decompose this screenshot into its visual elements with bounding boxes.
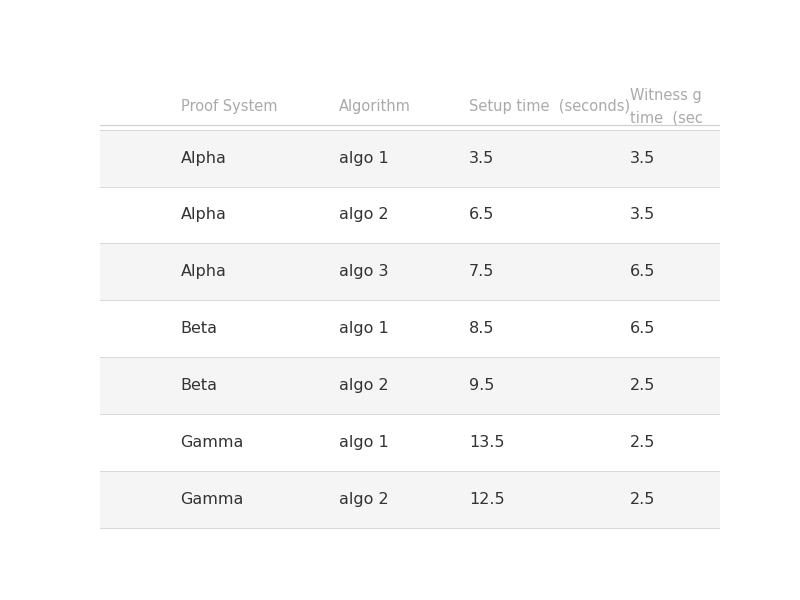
Text: Alpha: Alpha [181, 208, 226, 223]
Text: 3.5: 3.5 [630, 151, 655, 166]
Text: 7.5: 7.5 [469, 265, 494, 280]
Text: 6.5: 6.5 [630, 265, 655, 280]
Text: algo 1: algo 1 [338, 435, 389, 450]
Text: algo 1: algo 1 [338, 321, 389, 336]
Text: Beta: Beta [181, 378, 218, 393]
Text: time  (sec: time (sec [630, 110, 703, 125]
FancyBboxPatch shape [100, 187, 720, 244]
FancyBboxPatch shape [100, 130, 720, 187]
Text: 9.5: 9.5 [469, 378, 494, 393]
FancyBboxPatch shape [100, 300, 720, 357]
Text: 3.5: 3.5 [469, 151, 494, 166]
Text: 2.5: 2.5 [630, 435, 655, 450]
Text: algo 1: algo 1 [338, 151, 389, 166]
Text: Alpha: Alpha [181, 151, 226, 166]
Text: algo 2: algo 2 [338, 378, 388, 393]
Text: Gamma: Gamma [181, 435, 244, 450]
Text: 13.5: 13.5 [469, 435, 504, 450]
Text: Algorithm: Algorithm [338, 99, 410, 114]
Text: algo 3: algo 3 [338, 265, 388, 280]
Text: Gamma: Gamma [181, 491, 244, 506]
FancyBboxPatch shape [100, 414, 720, 471]
Text: Setup time  (seconds): Setup time (seconds) [469, 99, 630, 114]
Text: 12.5: 12.5 [469, 491, 505, 506]
FancyBboxPatch shape [100, 244, 720, 300]
Text: 3.5: 3.5 [630, 208, 655, 223]
Text: Proof System: Proof System [181, 99, 277, 114]
Text: 2.5: 2.5 [630, 378, 655, 393]
Text: 8.5: 8.5 [469, 321, 494, 336]
Text: 6.5: 6.5 [630, 321, 655, 336]
Text: algo 2: algo 2 [338, 208, 388, 223]
Text: algo 2: algo 2 [338, 491, 388, 506]
FancyBboxPatch shape [100, 471, 720, 527]
Text: 6.5: 6.5 [469, 208, 494, 223]
FancyBboxPatch shape [100, 357, 720, 414]
Text: Alpha: Alpha [181, 265, 226, 280]
Text: Beta: Beta [181, 321, 218, 336]
Text: 2.5: 2.5 [630, 491, 655, 506]
Text: Witness g: Witness g [630, 88, 702, 103]
